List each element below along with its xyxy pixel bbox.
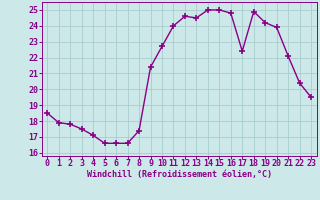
X-axis label: Windchill (Refroidissement éolien,°C): Windchill (Refroidissement éolien,°C) [87, 170, 272, 179]
